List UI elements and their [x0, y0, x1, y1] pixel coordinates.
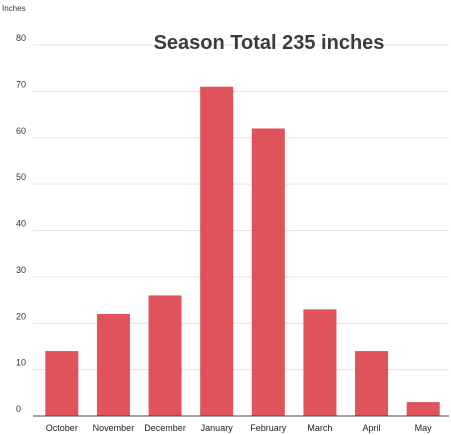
y-tick-label: 30 — [16, 265, 26, 275]
chart-title: Season Total 235 inches — [154, 32, 385, 54]
x-tick-label-february: February — [250, 423, 287, 433]
bars — [45, 86, 440, 417]
x-tick-label-january: January — [201, 423, 234, 433]
x-tick-label-december: December — [144, 423, 186, 433]
y-tick-label: 70 — [16, 79, 26, 89]
x-tick-label-november: November — [93, 423, 135, 433]
x-axis-ticks: October November December January February Ma… — [46, 423, 432, 433]
bar-april — [355, 351, 389, 416]
y-tick-label: 10 — [16, 358, 26, 368]
bar-january — [200, 86, 234, 417]
y-axis-label: Inches — [2, 4, 26, 13]
bar-march — [303, 309, 337, 416]
bar-november — [96, 313, 130, 416]
y-tick-label: 20 — [16, 311, 26, 321]
bar-february — [251, 128, 285, 416]
bar-december — [148, 295, 182, 416]
x-tick-label-april: April — [363, 423, 381, 433]
y-tick-label: 0 — [16, 404, 21, 414]
y-tick-label: 50 — [16, 172, 26, 182]
x-tick-label-march: March — [307, 423, 332, 433]
bar-may — [406, 402, 440, 416]
y-tick-label: 40 — [16, 219, 26, 229]
bar-october — [45, 351, 79, 416]
y-tick-label: 60 — [16, 126, 26, 136]
y-tick-label: 80 — [16, 33, 26, 43]
x-tick-label-october: October — [46, 423, 78, 433]
gridlines — [33, 44, 449, 371]
y-axis-ticks: 0 10 20 30 40 50 60 70 80 — [16, 33, 26, 414]
x-tick-label-may: May — [415, 423, 433, 433]
